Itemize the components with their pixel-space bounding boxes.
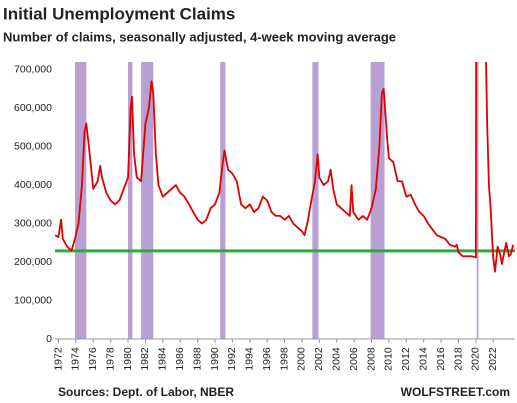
x-tick-label: 2014 — [417, 347, 429, 371]
y-tick-label: 600,000 — [14, 102, 52, 114]
x-tick-label: 1978 — [104, 347, 116, 371]
x-tick-label: 2006 — [348, 347, 360, 371]
x-tick-label: 1980 — [122, 347, 134, 371]
x-tick-label: 1976 — [87, 347, 99, 371]
x-tick-label: 2022 — [487, 347, 499, 371]
x-tick-label: 1998 — [278, 347, 290, 371]
x-tick-label: 2020 — [470, 347, 482, 371]
y-tick-label: 0 — [46, 333, 52, 345]
x-tick-label: 2012 — [400, 347, 412, 371]
y-tick-label: 300,000 — [14, 217, 52, 229]
recession-band — [370, 62, 385, 339]
recession-band — [476, 62, 479, 339]
x-tick-label: 2004 — [331, 347, 343, 371]
recession-band — [312, 62, 319, 339]
y-tick-label: 700,000 — [14, 63, 52, 75]
x-tick-label: 1990 — [209, 347, 221, 371]
x-tick-label: 2016 — [435, 347, 447, 371]
chart-subtitle: Number of claims, seasonally adjusted, 4… — [3, 29, 396, 44]
recession-band — [220, 62, 226, 339]
x-tick-label: 1986 — [174, 347, 186, 371]
chart-title: Initial Unemployment Claims — [3, 4, 235, 23]
x-tick-label: 2018 — [452, 347, 464, 371]
brand: WOLFSTREET.com — [401, 385, 510, 399]
x-tick-label: 2002 — [313, 347, 325, 371]
y-tick-label: 400,000 — [14, 179, 52, 191]
source: Sources: Dept. of Labor, NBER — [58, 385, 234, 399]
recession-band — [141, 62, 154, 339]
x-tick-label: 1996 — [261, 347, 273, 371]
recession-band — [128, 62, 133, 339]
x-tick-label: 1972 — [52, 347, 64, 371]
x-tick-label: 1994 — [244, 347, 256, 371]
y-tick-label: 200,000 — [14, 256, 52, 268]
x-tick-label: 1974 — [70, 347, 82, 371]
plot-area — [55, 62, 515, 339]
x-tick-label: 2010 — [383, 347, 395, 371]
line-series — [55, 62, 515, 273]
x-tick-label: 1988 — [191, 347, 203, 371]
x-tick-label: 1984 — [157, 347, 169, 371]
x-tick-label: 2008 — [365, 347, 377, 371]
x-tick-label: 1992 — [226, 347, 238, 371]
y-tick-label: 500,000 — [14, 140, 52, 152]
x-tick-label: 1982 — [139, 347, 151, 371]
x-tick-label: 2000 — [296, 347, 308, 371]
y-tick-label: 100,000 — [14, 294, 52, 306]
